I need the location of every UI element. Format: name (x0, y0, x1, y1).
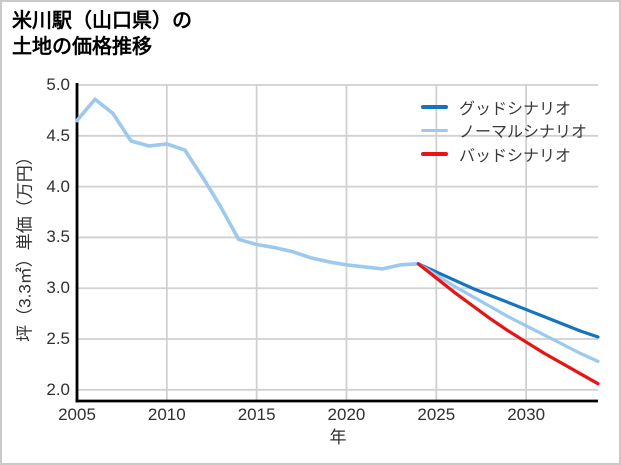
page-title-line-1: 米川駅（山口県）の (12, 10, 192, 32)
x-tick-label: 2020 (327, 405, 366, 424)
good-scenario-line (416, 262, 600, 339)
x-axis-label: 年 (329, 428, 347, 447)
legend-item-good-scenario: グッドシナリオ (421, 95, 587, 119)
legend-line-bad-scenario (421, 152, 448, 156)
legend-item-normal-scenario: ノーマルシナリオ (421, 119, 587, 143)
y-tick-label: 4.5 (46, 125, 70, 145)
legend-label-normal-scenario: ノーマルシナリオ (459, 124, 588, 142)
y-tick-label: 3.0 (46, 278, 70, 298)
y-axis-label: 坪（3.3㎡）単価（万円） (15, 148, 35, 342)
x-tick-label: 2005 (58, 405, 96, 424)
normal-scenario-line (416, 262, 600, 363)
bad-scenario-line (416, 262, 600, 386)
legend-line-normal-scenario (421, 128, 448, 132)
x-tick-label: 2010 (147, 405, 186, 424)
legend: グッドシナリオ ノーマルシナリオ バッドシナリオ (421, 95, 587, 166)
page-title: 米川駅（山口県）の 土地の価格推移 (12, 8, 192, 60)
legend-label-good-scenario: グッドシナリオ (459, 100, 572, 118)
y-tick-label: 2.5 (46, 329, 70, 349)
legend-line-good-scenario (421, 105, 448, 109)
y-tick-label: 2.0 (46, 379, 70, 399)
x-tick-label: 2015 (237, 405, 276, 424)
y-tick-label: 3.5 (46, 227, 70, 247)
x-tick-label: 2030 (507, 405, 546, 424)
legend-label-bad-scenario: バッドシナリオ (459, 147, 572, 165)
y-tick-label: 5.0 (46, 75, 70, 95)
legend-item-bad-scenario: バッドシナリオ (421, 142, 587, 166)
page-title-line-2: 土地の価格推移 (12, 36, 152, 58)
x-tick-label: 2025 (417, 405, 456, 424)
history-price-line (75, 97, 421, 271)
y-tick-label: 4.0 (46, 176, 70, 196)
